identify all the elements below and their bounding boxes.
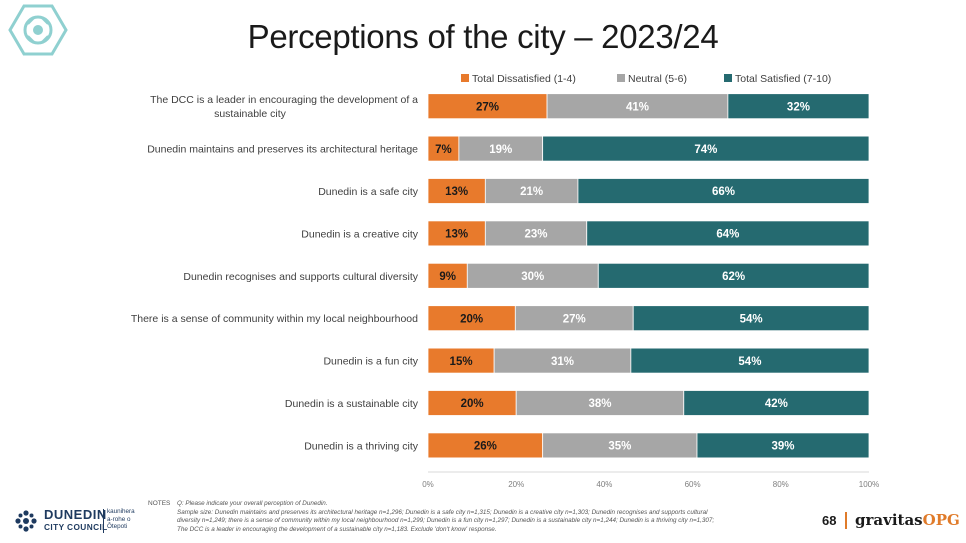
legend-label: Neutral (5-6)	[628, 73, 687, 85]
bar-value-label: 27%	[476, 101, 499, 113]
bar-segment	[696, 432, 870, 459]
category-label: Dunedin recognises and supports cultural…	[183, 271, 418, 283]
category-label: Dunedin is a sustainable city	[285, 398, 419, 410]
legend-swatch	[461, 74, 469, 82]
bar-value-label: 19%	[489, 144, 512, 156]
category-labels: The DCC is a leader in encouraging the d…	[131, 94, 419, 452]
bar-value-label: 15%	[450, 356, 473, 368]
bar-value-label: 62%	[722, 271, 745, 283]
bar-segment	[542, 432, 698, 459]
bar-value-label: 54%	[738, 356, 761, 368]
notes-line: diversity n=1,249; there is a sense of c…	[177, 517, 715, 525]
category-label: Dunedin is a fun city	[323, 356, 418, 368]
dcc-maori-line2: a-rohe o	[107, 515, 131, 523]
bar-value-label: 64%	[716, 229, 739, 241]
stacked-bar-chart: Total Dissatisfied (1-4) Neutral (5-6) Tot…	[131, 73, 879, 489]
category-label: Dunedin is a safe city	[318, 186, 419, 198]
dcc-maori-line1: kaunihera	[107, 508, 135, 515]
camera-lens-logo-icon	[8, 4, 68, 56]
bar-segment	[427, 347, 495, 374]
bar-segment	[427, 432, 544, 459]
x-tick-label: 40%	[596, 480, 612, 489]
bar-value-label: 30%	[521, 271, 544, 283]
legend-swatch	[617, 74, 625, 82]
page-number: 68	[822, 513, 837, 528]
bar-value-label: 9%	[439, 271, 456, 283]
bar-segment	[542, 135, 870, 162]
bar-value-label: 38%	[588, 398, 611, 410]
gravitas-logo-main: gravitas	[855, 511, 923, 529]
chart-legend: Total Dissatisfied (1-4) Neutral (5-6) Tot…	[461, 73, 831, 85]
bar-value-label: 20%	[461, 398, 484, 410]
x-tick-label: 20%	[508, 480, 524, 489]
dcc-divider	[103, 509, 104, 533]
notes-text: Q: Please indicate your overall percepti…	[177, 500, 797, 535]
dcc-maori-line3: Ōtepoti	[107, 523, 128, 531]
page-title: Perceptions of the city – 2023/24	[247, 18, 719, 55]
bar-segment	[630, 347, 870, 374]
bar-value-label: 26%	[474, 441, 497, 453]
bar-segment	[577, 178, 870, 204]
gravitas-opg-logo: gravitasOPG	[855, 511, 960, 529]
notes-line: The DCC is a leader in encouraging the d…	[177, 526, 497, 534]
bar-value-label: 39%	[771, 441, 794, 453]
bar-value-label: 42%	[765, 398, 788, 410]
notes-line: Sample size: Dunedin maintains and prese…	[177, 508, 708, 516]
notes-label: NOTES	[148, 500, 171, 507]
notes-line: Q: Please indicate your overall percepti…	[177, 500, 328, 507]
bar-value-label: 74%	[694, 144, 717, 156]
bar-value-label: 21%	[520, 186, 543, 198]
bar-value-label: 13%	[445, 229, 468, 241]
bar-segment	[597, 262, 870, 289]
bar-value-label: 13%	[445, 186, 468, 198]
bar-value-label: 20%	[460, 313, 483, 325]
bar-segment	[514, 305, 634, 332]
bar-segment	[458, 135, 544, 162]
dcc-name-line1: DUNEDIN	[44, 507, 107, 522]
bar-segment	[427, 262, 468, 289]
bar-segment	[727, 93, 870, 120]
dcc-name-line2: CITY COUNCIL	[44, 522, 108, 532]
bar-segment	[484, 220, 588, 247]
dcc-tiki-mark-icon	[15, 510, 37, 532]
bar-segment	[683, 390, 870, 416]
legend-swatch	[724, 74, 732, 82]
category-label: Dunedin maintains and preserves its arch…	[147, 144, 418, 156]
category-label: The DCC is a leader in encouraging the d…	[150, 94, 418, 120]
bar-value-label: 32%	[787, 101, 810, 113]
bar-segment	[427, 220, 486, 247]
bar-value-label: 7%	[435, 144, 452, 156]
bar-value-label: 27%	[563, 313, 586, 325]
dunedin-city-council-logo: DUNEDIN CITY COUNCIL kaunihera a-rohe o …	[14, 506, 144, 538]
bar-segment	[586, 220, 870, 247]
bar-value-label: 31%	[551, 356, 574, 368]
bar-segment	[546, 93, 729, 120]
category-label: Dunedin is a thriving city	[304, 440, 419, 452]
x-tick-label: 80%	[773, 480, 789, 489]
bar-value-label: 54%	[740, 313, 763, 325]
category-label: Dunedin is a creative city	[301, 228, 418, 240]
bar-segment	[493, 347, 632, 374]
x-axis: 0% 20% 40% 60% 80% 100%	[422, 471, 879, 489]
bar-segment	[515, 390, 685, 416]
legend-label: Total Dissatisfied (1-4)	[472, 73, 576, 85]
gravitas-logo-suffix: OPG	[922, 511, 960, 529]
x-tick-label: 0%	[422, 480, 434, 489]
bar-segment	[427, 93, 548, 120]
bar-value-label: 23%	[525, 229, 548, 241]
gravitas-divider	[845, 512, 847, 529]
bar-segment	[632, 305, 870, 332]
bar-area: 27% 41% 32% 7% 19% 74% 13% 21% 66% 13% 23% 64% 9% 30%…	[427, 93, 870, 459]
x-tick-label: 60%	[685, 480, 701, 489]
bar-segment	[484, 178, 579, 204]
bar-value-label: 35%	[608, 441, 631, 453]
bar-value-label: 41%	[626, 101, 649, 113]
legend-label: Total Satisfied (7-10)	[735, 73, 831, 85]
category-label: There is a sense of community within my …	[131, 313, 418, 325]
x-tick-label: 100%	[859, 480, 879, 489]
bar-value-label: 66%	[712, 186, 735, 198]
